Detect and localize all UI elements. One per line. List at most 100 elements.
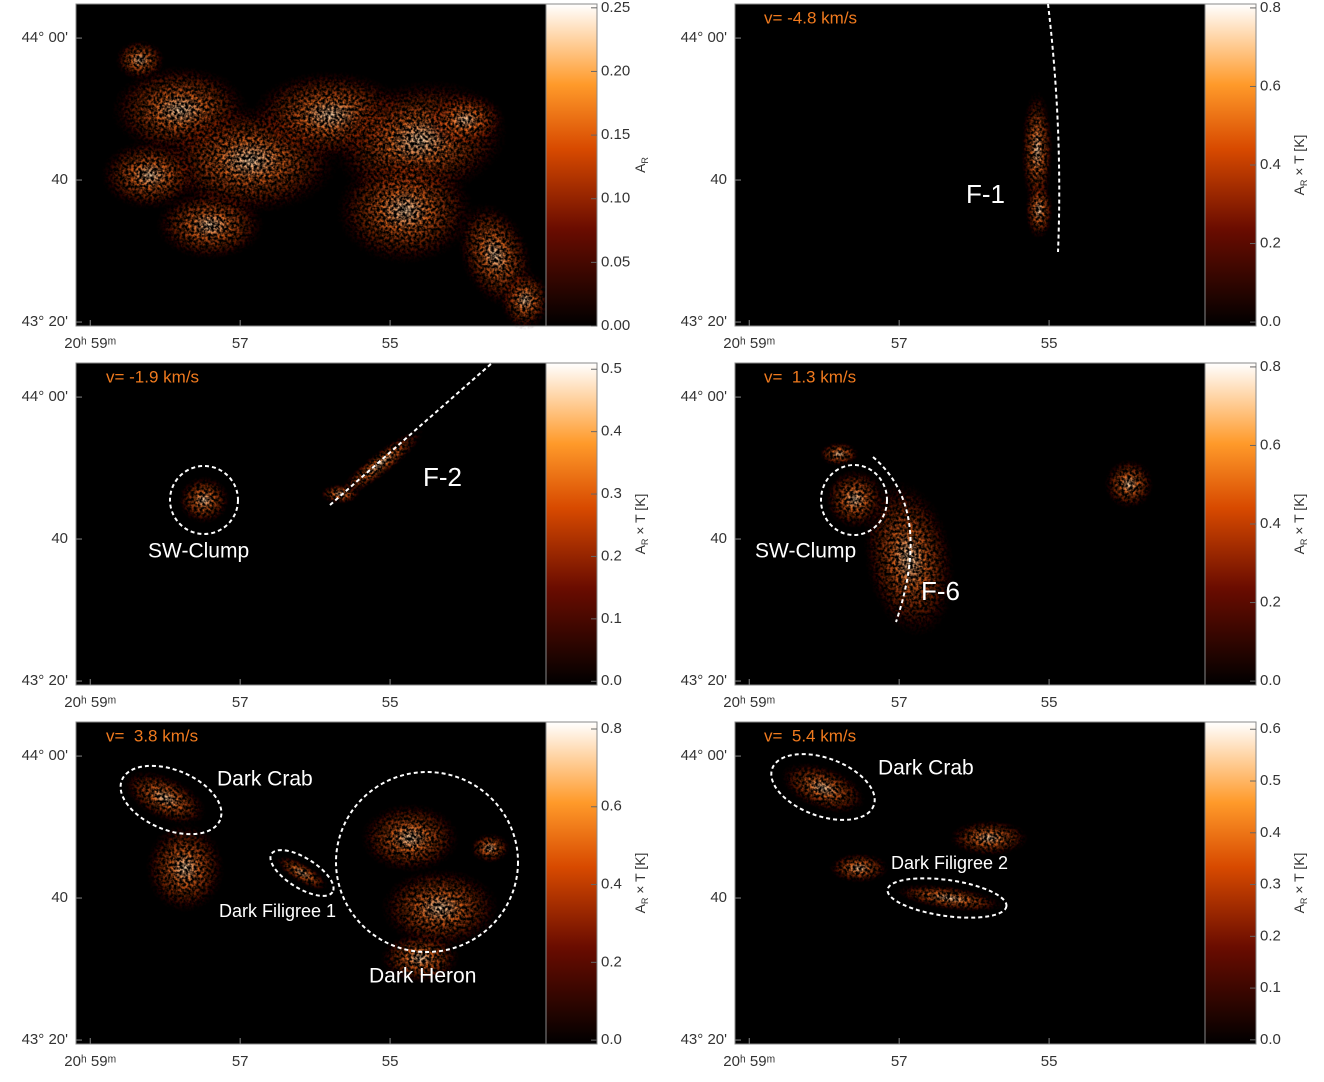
x-tick-label: 57 xyxy=(232,1053,249,1070)
emission-blob xyxy=(115,40,165,80)
colorbar-label-part: × T [K] xyxy=(632,853,648,898)
image-background xyxy=(76,363,546,685)
annotation: F-2 xyxy=(423,462,462,492)
colorbar-tick-label: 0.4 xyxy=(1260,156,1281,173)
emission-blob xyxy=(500,270,550,330)
y-tick-label: 44° 00' xyxy=(681,29,728,46)
colorbar-tick-label: 0.20 xyxy=(601,62,630,79)
colorbar-tick-label: 0.0 xyxy=(601,1031,622,1048)
emission-blob xyxy=(425,92,505,148)
x-tick-label: 57 xyxy=(891,694,908,711)
y-tick-label: 40 xyxy=(710,171,727,188)
x-tick-label: 55 xyxy=(1041,694,1058,711)
colorbar xyxy=(1205,722,1256,1044)
colorbar-label-part: × T [K] xyxy=(1291,853,1307,898)
x-tick-label: 57 xyxy=(232,335,249,352)
colorbar-tick-label: 0.3 xyxy=(1260,876,1281,893)
colorbar-label-part: × T [K] xyxy=(632,494,648,539)
y-tick-label: 43° 20' xyxy=(681,313,728,330)
x-tick-label: 57 xyxy=(891,1053,908,1070)
image-background xyxy=(735,363,1205,685)
colorbar-label: AR xyxy=(632,157,651,173)
y-tick-label: 44° 00' xyxy=(681,747,728,764)
annotation: Dark Crab xyxy=(217,768,313,791)
y-tick-label: 43° 20' xyxy=(22,1031,69,1048)
colorbar-tick-label: 0.00 xyxy=(601,317,630,334)
colorbar-tick-label: 0.3 xyxy=(601,485,622,502)
colorbar-tick-label: 0.25 xyxy=(601,0,630,16)
emission-blob xyxy=(320,484,360,504)
annotation: v= -1.9 km/s xyxy=(106,367,199,386)
colorbar xyxy=(546,722,597,1044)
annotation: Dark Filigree 1 xyxy=(219,901,336,921)
colorbar-label: AR × T [K] xyxy=(1291,135,1310,196)
x-tick-label: 55 xyxy=(1041,1053,1058,1070)
x-tick-label: 20ʰ 59ᵐ xyxy=(723,694,775,711)
annotation: v= 3.8 km/s xyxy=(106,726,198,745)
colorbar-tick-label: 0.2 xyxy=(1260,235,1281,252)
y-tick-label: 40 xyxy=(51,530,68,547)
colorbar-tick-label: 0.0 xyxy=(1260,672,1281,689)
colorbar-tick-label: 0.4 xyxy=(601,423,622,440)
panel: 20ʰ 59ᵐ575543° 20'4044° 00'0.00.20.40.60… xyxy=(681,0,1310,352)
colorbar-tick-label: 0.2 xyxy=(601,953,622,970)
x-tick-label: 20ʰ 59ᵐ xyxy=(64,1053,116,1070)
colorbar-tick-label: 0.4 xyxy=(1260,515,1281,532)
colorbar-tick-label: 0.5 xyxy=(1260,772,1281,789)
annotation: v= 5.4 km/s xyxy=(764,726,856,745)
colorbar-tick-label: 0.0 xyxy=(1260,1031,1281,1048)
y-tick-label: 43° 20' xyxy=(22,313,69,330)
colorbar-label: AR × T [K] xyxy=(1291,853,1310,914)
emission-blob xyxy=(1025,180,1053,240)
colorbar-label: AR × T [K] xyxy=(1291,494,1310,555)
emission xyxy=(1021,90,1053,240)
annotation: v= 1.3 km/s xyxy=(764,367,856,386)
colorbar-label-part: × T [K] xyxy=(1291,494,1307,539)
annotation: F-6 xyxy=(921,576,960,606)
colorbar-tick-label: 0.4 xyxy=(1260,824,1281,841)
x-tick-label: 57 xyxy=(232,694,249,711)
colorbar-tick-label: 0.0 xyxy=(601,672,622,689)
x-tick-label: 55 xyxy=(382,1053,399,1070)
annotation: SW-Clump xyxy=(148,540,249,563)
y-tick-label: 40 xyxy=(51,889,68,906)
annotation: F-1 xyxy=(966,179,1005,209)
colorbar-tick-label: 0.10 xyxy=(601,190,630,207)
colorbar-tick-label: 0.5 xyxy=(601,360,622,377)
annotation: v= -4.8 km/s xyxy=(764,8,857,27)
emission-blob xyxy=(1104,459,1154,509)
colorbar-tick-label: 0.6 xyxy=(1260,720,1281,737)
x-tick-label: 20ʰ 59ᵐ xyxy=(723,1053,775,1070)
panel: 20ʰ 59ᵐ575543° 20'4044° 00'0.00.10.20.30… xyxy=(681,720,1310,1070)
colorbar-tick-label: 0.6 xyxy=(601,798,622,815)
x-tick-label: 55 xyxy=(382,694,399,711)
emission-blob xyxy=(949,820,1029,856)
y-tick-label: 44° 00' xyxy=(22,388,69,405)
colorbar xyxy=(1205,363,1256,685)
colorbar-tick-label: 0.2 xyxy=(601,547,622,564)
colorbar-tick-label: 0.2 xyxy=(1260,594,1281,611)
figure: 20ʰ 59ᵐ575543° 20'4044° 00'0.000.050.100… xyxy=(0,0,1324,1077)
colorbar-tick-label: 0.4 xyxy=(601,876,622,893)
annotation: SW-Clump xyxy=(755,540,856,563)
colorbar-label: AR × T [K] xyxy=(632,494,651,555)
colorbar xyxy=(546,363,597,685)
y-tick-label: 40 xyxy=(51,171,68,188)
emission-blob xyxy=(470,833,510,863)
emission-blob xyxy=(819,442,859,466)
y-tick-label: 43° 20' xyxy=(681,672,728,689)
emission-blob xyxy=(155,190,265,260)
colorbar-tick-label: 0.2 xyxy=(1260,927,1281,944)
emission-blob xyxy=(178,476,230,524)
colorbar xyxy=(1205,4,1256,326)
colorbar-tick-label: 0.6 xyxy=(1260,77,1281,94)
colorbar-label-part: × T [K] xyxy=(1291,135,1307,180)
emission-blob xyxy=(380,868,500,948)
emission-blob xyxy=(145,823,225,913)
colorbar-tick-label: 0.8 xyxy=(1260,0,1281,16)
x-tick-label: 55 xyxy=(1041,335,1058,352)
